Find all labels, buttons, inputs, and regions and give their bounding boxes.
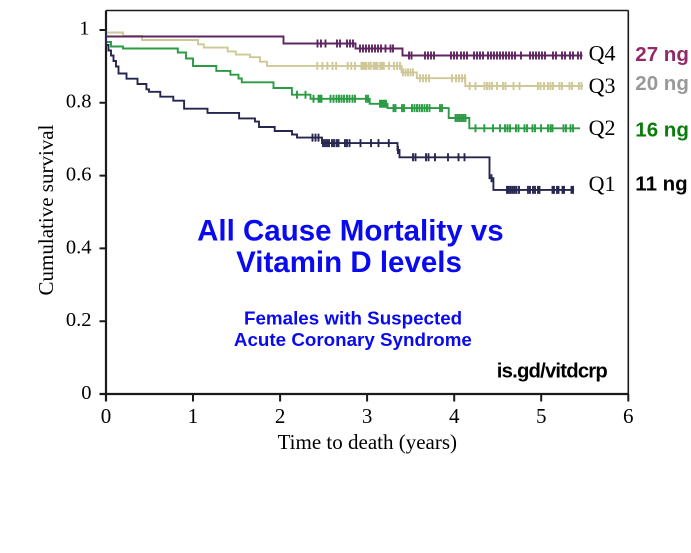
svg-text:0: 0	[101, 404, 112, 428]
svg-text:Q2: Q2	[589, 115, 616, 140]
svg-text:Q3: Q3	[589, 73, 616, 98]
svg-text:Time to death (years): Time to death (years)	[278, 430, 457, 454]
svg-text:is.gd/vitdcrp: is.gd/vitdcrp	[497, 360, 608, 382]
svg-text:All Cause Mortality vs: All Cause Mortality vs	[197, 214, 504, 247]
svg-text:Cumulative survival: Cumulative survival	[34, 124, 58, 295]
svg-text:Acute Coronary Syndrome: Acute Coronary Syndrome	[234, 329, 472, 350]
svg-text:Vitamin D levels: Vitamin D levels	[236, 246, 462, 279]
svg-text:5: 5	[536, 404, 547, 428]
svg-text:Q1: Q1	[589, 171, 616, 196]
svg-text:11 ng: 11 ng	[635, 172, 687, 195]
svg-text:Q4: Q4	[589, 41, 616, 66]
svg-text:0: 0	[81, 382, 91, 404]
svg-text:0.8: 0.8	[66, 91, 92, 113]
svg-text:1: 1	[79, 17, 89, 39]
svg-text:3: 3	[362, 404, 373, 428]
svg-text:20 ng: 20 ng	[635, 72, 689, 95]
svg-text:Females with Suspected: Females with Suspected	[244, 308, 462, 329]
svg-text:0.4: 0.4	[66, 236, 92, 258]
svg-text:0.2: 0.2	[66, 309, 92, 331]
svg-text:6: 6	[623, 404, 634, 428]
svg-text:1: 1	[188, 404, 199, 428]
svg-text:27 ng: 27 ng	[635, 43, 689, 66]
svg-text:4: 4	[449, 404, 460, 428]
svg-text:16 ng: 16 ng	[635, 119, 689, 142]
svg-text:2: 2	[275, 404, 286, 428]
svg-text:0.6: 0.6	[66, 164, 92, 186]
